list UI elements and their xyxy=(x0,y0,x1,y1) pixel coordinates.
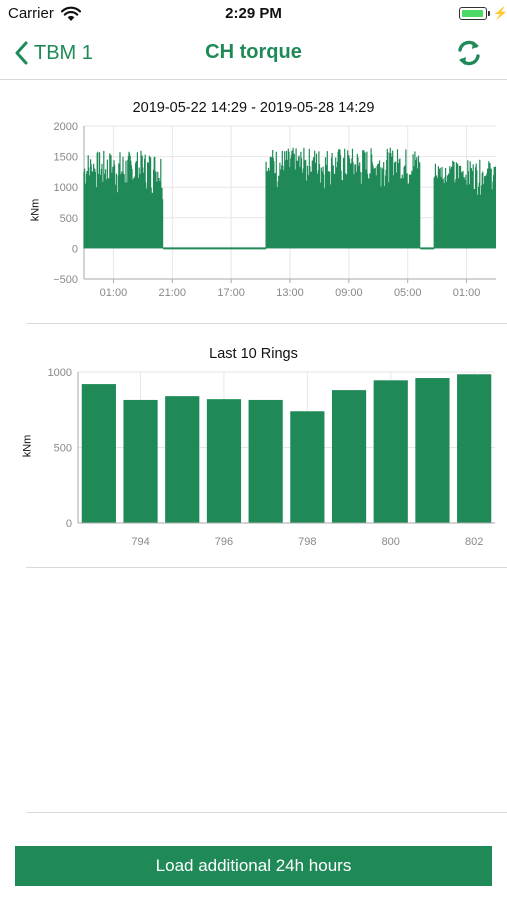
rings-chart-plot: 0 500 1000 794 796 798 800 802 xyxy=(48,367,495,548)
y-tick-label: 2000 xyxy=(54,121,78,133)
y-tick-label: 500 xyxy=(60,213,78,225)
x-tick-label: 13:00 xyxy=(276,287,304,299)
refresh-button[interactable] xyxy=(454,38,484,68)
bar xyxy=(457,374,492,523)
bolt-icon: ⚡ xyxy=(493,6,507,20)
series-line xyxy=(433,159,496,249)
x-tick-label: 17:00 xyxy=(217,287,245,299)
x-tick-label: 802 xyxy=(465,536,483,548)
x-tick-label: 794 xyxy=(131,536,149,548)
footer-separator xyxy=(26,812,507,813)
chart-separator-1 xyxy=(26,323,507,324)
bar xyxy=(415,378,450,523)
y-tick-label: 1000 xyxy=(54,182,78,194)
y-tick-label: −500 xyxy=(53,274,78,286)
y-tick-label: 0 xyxy=(66,518,72,530)
x-tick-label: 796 xyxy=(215,536,233,548)
back-label: TBM 1 xyxy=(34,41,93,64)
rings-chart-title: Last 10 Rings xyxy=(209,346,298,362)
battery-icon xyxy=(459,7,487,20)
clock: 2:29 PM xyxy=(225,5,282,22)
carrier-label: Carrier xyxy=(8,5,54,22)
bar xyxy=(165,396,200,523)
y-tick-label: 1500 xyxy=(54,152,78,164)
x-tick-label: 01:00 xyxy=(453,287,481,299)
y-tick-label: 500 xyxy=(54,443,72,455)
battery-cap xyxy=(488,11,490,16)
x-tick-label: 05:00 xyxy=(394,287,422,299)
bar xyxy=(81,384,116,523)
refresh-icon xyxy=(458,40,480,66)
x-tick-label: 09:00 xyxy=(335,287,363,299)
chevron-left-icon xyxy=(15,41,28,65)
wifi-icon xyxy=(61,6,81,21)
x-tick-label: 800 xyxy=(382,536,400,548)
x-tick-label: 798 xyxy=(298,536,316,548)
bar xyxy=(290,411,325,523)
torque-chart: 2019-05-22 14:29 - 2019-05-28 14:29 kNm … xyxy=(0,88,507,318)
nav-bar: TBM 1 CH torque xyxy=(0,28,507,80)
x-tick-label: 01:00 xyxy=(100,287,128,299)
bar xyxy=(248,399,283,523)
series-line xyxy=(83,150,164,249)
chart-separator-2 xyxy=(26,567,507,568)
page-title: CH torque xyxy=(205,41,302,63)
rings-chart: Last 10 Rings kNm 0 500 1000 794 796 798 800 80… xyxy=(0,334,507,564)
torque-chart-plot: −500 0 500 1000 1500 2000 01:00 21:00 17:00 13:00… xyxy=(53,121,496,299)
nav-separator xyxy=(0,79,507,80)
y-tick-label: 0 xyxy=(72,243,78,255)
bar xyxy=(373,380,408,523)
load-more-button[interactable]: Load additional 24h hours xyxy=(15,846,492,886)
torque-chart-title: 2019-05-22 14:29 - 2019-05-28 14:29 xyxy=(132,100,375,116)
back-button[interactable]: TBM 1 xyxy=(14,36,93,70)
bar xyxy=(331,390,367,523)
x-tick-label: 21:00 xyxy=(159,287,187,299)
bar xyxy=(123,399,158,523)
y-tick-label: 1000 xyxy=(48,367,72,379)
series-line xyxy=(265,147,421,249)
bar xyxy=(206,399,242,523)
status-bar: Carrier 2:29 PM ⚡ xyxy=(0,0,507,28)
